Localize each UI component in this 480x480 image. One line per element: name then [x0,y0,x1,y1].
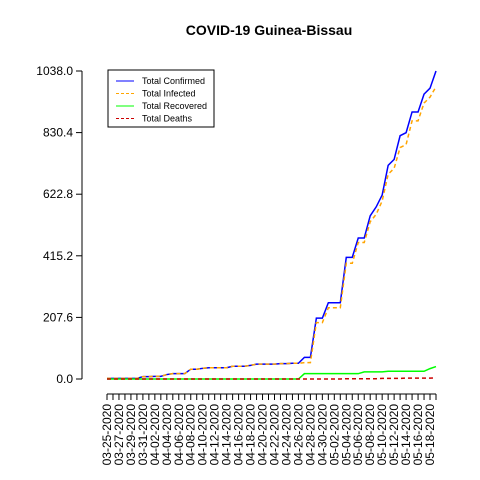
x-tick-label: 05-14-2020 [399,404,413,466]
x-tick-label: 04-18-2020 [244,404,258,466]
x-tick-label: 04-26-2020 [291,404,305,466]
plot-lines [107,70,437,380]
y-tick-label: 207.6 [43,310,73,324]
x-tick-label: 05-18-2020 [423,404,437,466]
x-tick-label: 04-24-2020 [279,404,293,466]
legend-box [107,69,215,128]
x-tick-label: 04-14-2020 [220,404,234,466]
x-tick-label: 04-28-2020 [303,404,317,466]
x-tick-label: 04-16-2020 [232,404,246,466]
series-line-total-confirmed [107,70,437,380]
x-tick-label: 05-10-2020 [375,404,389,466]
y-tick-label: 1038.0 [36,64,73,78]
legend-label: Total Infected [142,89,196,99]
x-tick-label: 04-20-2020 [256,404,270,466]
x-tick-label: 05-04-2020 [339,404,353,466]
legend-label: Total Deaths [142,114,193,124]
y-tick-label: 415.2 [43,249,73,263]
y-axis: 0.0 207.6 415.2 622.8 830.4 1038.0 [36,64,83,386]
x-tick-label: 04-02-2020 [148,404,162,466]
series-line-total-recovered [107,365,437,380]
x-axis: 03-25-202003-27-202003-29-202003-31-2020… [100,393,437,466]
x-tick-label: 04-04-2020 [160,404,174,466]
x-tick-label: 03-29-2020 [124,404,138,466]
x-tick-label: 04-30-2020 [315,404,329,466]
series-line-total-infected [107,86,437,380]
x-tick-label: 04-12-2020 [208,404,222,466]
legend-label: Total Recovered [142,101,207,111]
x-tick-label: 04-10-2020 [196,404,210,466]
x-tick-label: 05-12-2020 [387,404,401,466]
chart-title: COVID-19 Guinea-Bissau [186,22,353,38]
x-tick-label: 05-08-2020 [363,404,377,466]
x-tick-label: 03-25-2020 [100,404,114,466]
x-tick-label: 05-06-2020 [351,404,365,466]
x-tick-label: 04-08-2020 [184,404,198,466]
x-tick-label: 04-06-2020 [172,404,186,466]
y-tick-label: 830.4 [43,126,73,140]
y-tick-label: 622.8 [43,187,73,201]
y-tick-label: 0.0 [56,372,73,386]
x-tick-label: 05-16-2020 [411,404,425,466]
x-tick-label: 03-31-2020 [136,404,150,466]
x-tick-label: 04-22-2020 [267,404,281,466]
x-tick-label: 05-02-2020 [327,404,341,466]
x-tick-label: 03-27-2020 [112,404,126,466]
legend-label: Total Confirmed [142,76,205,86]
legend: Total Confirmed Total Infected Total Recov… [107,69,215,128]
series-line-total-deaths [107,377,437,380]
